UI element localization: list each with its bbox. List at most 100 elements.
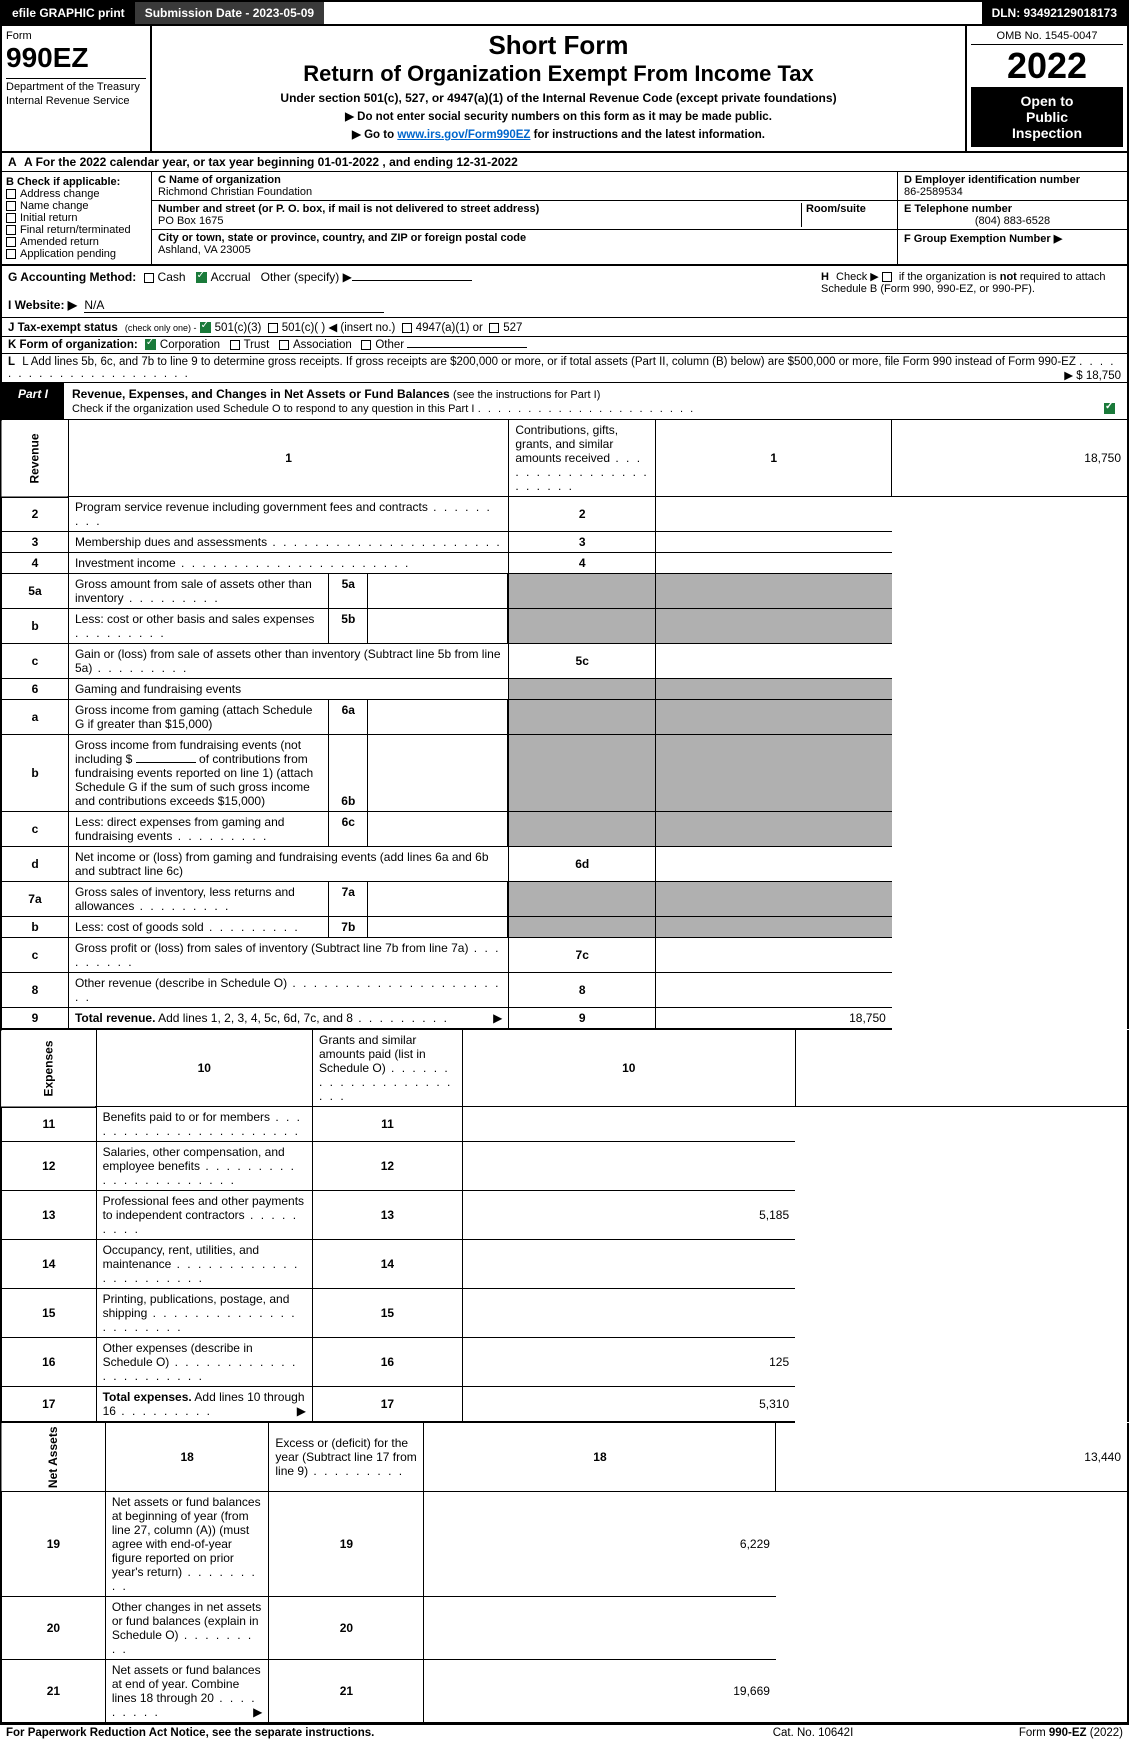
city-value: Ashland, VA 23005 — [158, 244, 251, 256]
efile-print-button[interactable]: efile GRAPHIC print — [2, 2, 135, 24]
line-3-dots — [267, 535, 502, 549]
line-9-bold: Total revenue. — [75, 1011, 155, 1025]
line-13-rnum: 13 — [313, 1191, 463, 1240]
col-b-checkboxes: B Check if applicable: Address change Na… — [2, 172, 152, 264]
line-16-amt: 125 — [462, 1338, 795, 1387]
line-18-amt: 13,440 — [776, 1423, 1128, 1491]
line-5a-dots — [124, 591, 220, 605]
col-c-org-info: C Name of organization Richmond Christia… — [152, 172, 897, 264]
return-title: Return of Organization Exempt From Incom… — [156, 61, 961, 87]
amended-return-checkbox[interactable] — [6, 237, 16, 247]
ein-value: 86-2589534 — [904, 186, 963, 198]
line-7c-amt — [656, 938, 892, 973]
accrual-checkbox[interactable] — [196, 272, 207, 283]
section-l: L L Add lines 5b, 6c, and 7b to line 9 t… — [0, 354, 1129, 383]
line-15-num: 15 — [1, 1289, 96, 1338]
part1-paren: (see the instructions for Part I) — [453, 389, 600, 401]
revenue-side-label: Revenue — [1, 420, 68, 497]
part1-header: Part I Revenue, Expenses, and Changes in… — [0, 383, 1129, 420]
line-17-rnum: 17 — [313, 1387, 463, 1423]
other-org-checkbox[interactable] — [361, 340, 371, 350]
line-7a-amt-shaded — [656, 882, 892, 917]
501c-checkbox[interactable] — [268, 323, 278, 333]
line-8-text: Other revenue (describe in Schedule O) — [75, 976, 287, 990]
corporation-checkbox[interactable] — [145, 339, 156, 350]
b-heading: B Check if applicable: — [6, 176, 147, 188]
line-11-amt — [462, 1107, 795, 1142]
line-3-text: Membership dues and assessments — [75, 535, 267, 549]
col-d-ein: D Employer identification number 86-2589… — [897, 172, 1127, 264]
section-j: J Tax-exempt status (check only one) - 5… — [0, 318, 1129, 337]
line-5c-num: c — [1, 644, 68, 679]
line-6c-dots — [172, 829, 268, 843]
revenue-table: Revenue 1 Contributions, gifts, grants, … — [0, 420, 1129, 1030]
paperwork-notice: For Paperwork Reduction Act Notice, see … — [6, 1727, 683, 1739]
501c3-label: 501(c)(3) — [215, 322, 262, 334]
name-change-checkbox[interactable] — [6, 201, 16, 211]
line-15-amt — [462, 1289, 795, 1338]
form-ref-c: (2022) — [1087, 1727, 1123, 1739]
other-org-label: Other — [375, 339, 404, 351]
line-4-rnum: 4 — [509, 553, 656, 574]
trust-label: Trust — [244, 339, 270, 351]
instr-no-ssn: ▶ Do not enter social security numbers o… — [156, 109, 961, 123]
j-sub: (check only one) - — [125, 323, 197, 333]
line-7b-num: b — [1, 917, 68, 938]
line-10-num: 10 — [96, 1030, 312, 1107]
line-8-amt — [656, 973, 892, 1008]
line-7b-amt-shaded — [656, 917, 892, 938]
501c3-checkbox[interactable] — [200, 322, 211, 333]
schedule-o-checkbox[interactable] — [1104, 403, 1115, 414]
line-5b-dots — [75, 626, 166, 640]
part1-title: Revenue, Expenses, and Changes in Net As… — [72, 387, 450, 401]
527-checkbox[interactable] — [489, 323, 499, 333]
line-3-rnum: 3 — [509, 532, 656, 553]
tel-label: E Telephone number — [904, 203, 1012, 215]
ein-label: D Employer identification number — [904, 174, 1080, 186]
line-7a-num: 7a — [1, 882, 68, 917]
line-11-num: 11 — [1, 1107, 96, 1142]
line-14-amt — [462, 1240, 795, 1289]
city-label: City or town, state or province, country… — [158, 232, 526, 244]
other-org-input[interactable] — [407, 347, 527, 348]
line-6d-amt — [656, 847, 892, 882]
open-line2: Public — [975, 109, 1119, 125]
other-method-label: Other (specify) ▶ — [261, 270, 352, 284]
final-return-checkbox[interactable] — [6, 225, 16, 235]
expenses-table: Expenses 10 Grants and similar amounts p… — [0, 1030, 1129, 1423]
line-7a-mid: 7a — [328, 882, 368, 916]
application-pending-checkbox[interactable] — [6, 249, 16, 259]
line-7c-num: c — [1, 938, 68, 973]
irs-link[interactable]: www.irs.gov/Form990EZ — [397, 129, 530, 141]
room-label: Room/suite — [806, 203, 866, 215]
schedule-b-checkbox[interactable] — [882, 272, 892, 282]
initial-return-checkbox[interactable] — [6, 213, 16, 223]
instr-post: for instructions and the latest informat… — [530, 129, 765, 141]
form-number: 990EZ — [6, 42, 146, 74]
line-6b-amount-input[interactable] — [136, 762, 196, 763]
association-checkbox[interactable] — [279, 340, 289, 350]
line-11-text: Benefits paid to or for members — [103, 1110, 270, 1124]
instr-goto: ▶ Go to www.irs.gov/Form990EZ for instru… — [156, 127, 961, 141]
line-5b-rnum-shaded — [509, 609, 656, 644]
line-17-bold: Total expenses. — [103, 1390, 192, 1404]
line-12-num: 12 — [1, 1142, 96, 1191]
line-18-num: 18 — [105, 1423, 269, 1491]
other-method-input[interactable] — [352, 280, 472, 281]
expenses-side-label: Expenses — [1, 1030, 96, 1107]
part1-dots — [478, 403, 695, 415]
dept-treasury: Department of the Treasury — [6, 81, 146, 93]
line-12-rnum: 12 — [313, 1142, 463, 1191]
submission-date: Submission Date - 2023-05-09 — [135, 2, 324, 24]
line-6-amt-shaded — [656, 679, 892, 700]
line-17-arrow: ▶ — [297, 1404, 306, 1418]
trust-checkbox[interactable] — [230, 340, 240, 350]
line-9-dots — [353, 1011, 449, 1025]
row-a-tax-year: A A For the 2022 calendar year, or tax y… — [0, 153, 1129, 172]
cash-checkbox[interactable] — [144, 273, 154, 283]
address-change-checkbox[interactable] — [6, 189, 16, 199]
section-h: H Check ▶ if the organization is not req… — [821, 270, 1121, 313]
4947-checkbox[interactable] — [402, 323, 412, 333]
line-16-rnum: 16 — [313, 1338, 463, 1387]
page-footer: For Paperwork Reduction Act Notice, see … — [0, 1724, 1129, 1741]
